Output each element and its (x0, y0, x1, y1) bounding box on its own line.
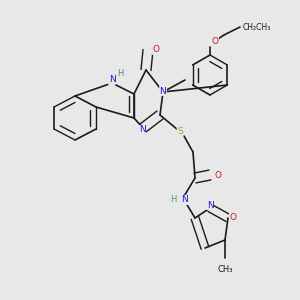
Text: O: O (214, 170, 221, 179)
Text: O: O (152, 46, 160, 55)
Text: CH₂CH₃: CH₂CH₃ (243, 22, 271, 32)
Text: S: S (177, 128, 183, 136)
Text: N: N (139, 125, 145, 134)
Text: N: N (207, 200, 213, 209)
Text: H: H (117, 68, 123, 77)
Text: N: N (160, 86, 167, 95)
Text: CH₃: CH₃ (217, 265, 233, 274)
Text: H: H (170, 196, 176, 205)
Text: O: O (230, 214, 236, 223)
Text: O: O (212, 38, 218, 46)
Text: N: N (182, 196, 188, 205)
Text: N: N (109, 76, 116, 85)
